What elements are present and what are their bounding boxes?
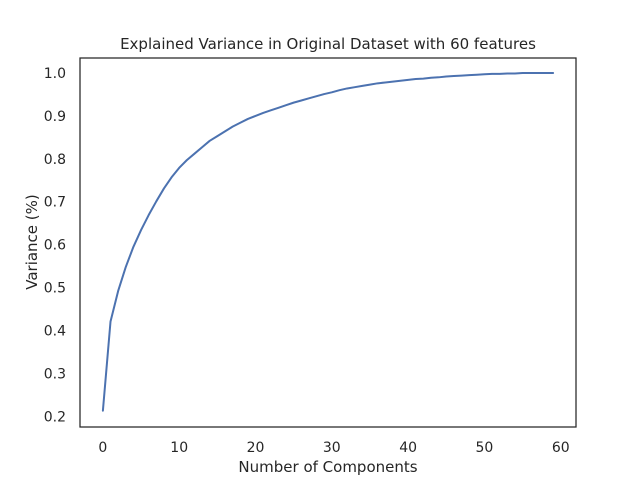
y-axis-ticks: 0.2 0.3 0.4 0.5 0.6 0.7 0.8 0.9 1.0 bbox=[44, 66, 66, 425]
y-tick-label: 1.0 bbox=[44, 66, 66, 82]
y-tick-label: 0.4 bbox=[44, 323, 66, 339]
x-axis-ticks: 0 10 20 30 40 50 60 bbox=[98, 440, 569, 456]
x-tick-label: 10 bbox=[170, 440, 188, 456]
y-tick-label: 0.5 bbox=[44, 281, 66, 297]
y-tick-label: 0.3 bbox=[44, 366, 66, 382]
x-tick-label: 30 bbox=[323, 440, 341, 456]
x-tick-label: 20 bbox=[247, 440, 265, 456]
x-tick-label: 0 bbox=[98, 440, 107, 456]
plot-area bbox=[79, 57, 577, 428]
series-layer bbox=[101, 72, 555, 412]
y-tick-label: 0.2 bbox=[44, 409, 66, 425]
y-axis-label: Variance (%) bbox=[23, 194, 41, 290]
x-tick-label: 60 bbox=[552, 440, 570, 456]
chart-title: Explained Variance in Original Dataset w… bbox=[120, 35, 536, 53]
series-line bbox=[101, 72, 555, 412]
x-axis-label: Number of Components bbox=[238, 458, 417, 476]
x-tick-label: 50 bbox=[476, 440, 494, 456]
y-tick-label: 0.9 bbox=[44, 109, 66, 125]
y-tick-label: 0.7 bbox=[44, 195, 66, 211]
y-tick-label: 0.6 bbox=[44, 238, 66, 254]
y-tick-label: 0.8 bbox=[44, 152, 66, 168]
x-tick-label: 40 bbox=[399, 440, 417, 456]
